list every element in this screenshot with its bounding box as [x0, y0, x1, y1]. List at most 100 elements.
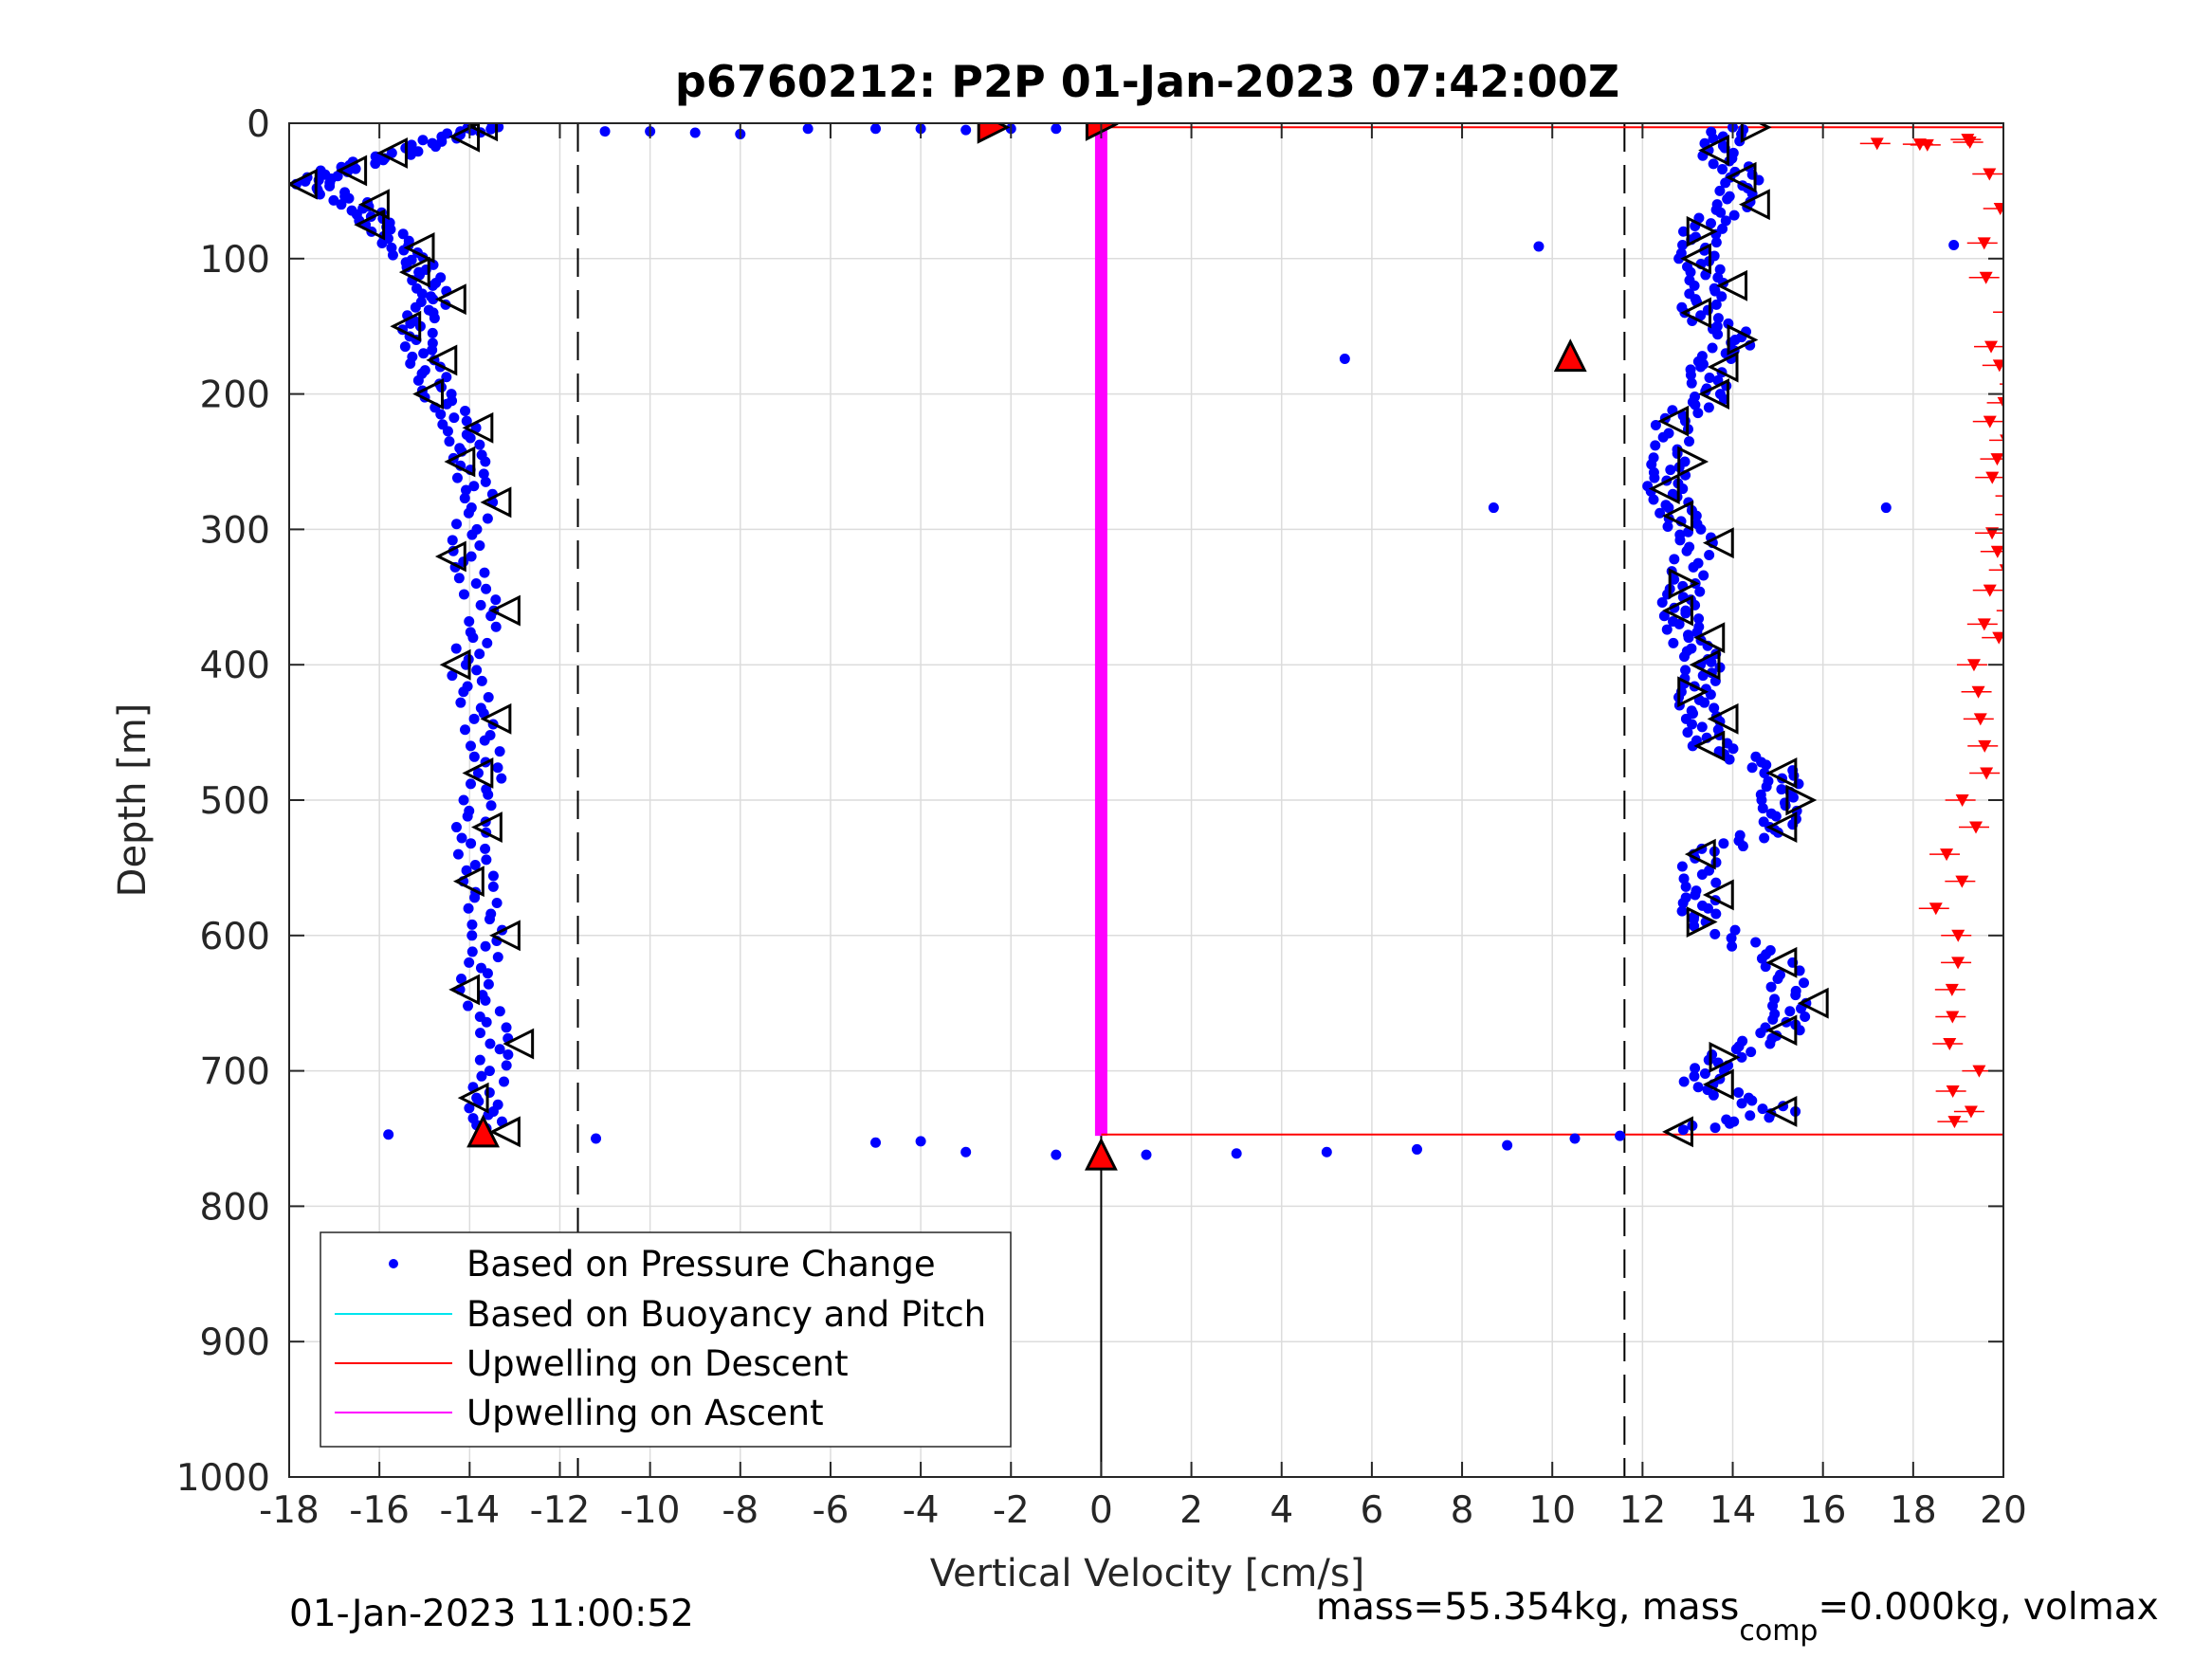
pressure-dot-ascent [1746, 1095, 1758, 1106]
pressure-dot-ascent [1767, 1000, 1779, 1012]
pressure-dot [960, 124, 972, 136]
x-axis-ticks: -18 -16 -14 -12 -10 -8 -6 -4 -2 0 2 4 6 8 10 12 14 16 18 20 [259, 123, 2027, 1532]
pressure-dot-descent [480, 456, 491, 467]
pressure-dot-ascent [1654, 507, 1666, 519]
pressure-dot-descent [487, 881, 499, 892]
pressure-dot-descent [376, 238, 388, 249]
pressure-dot-descent [466, 930, 478, 941]
pressure-dot-ascent [1780, 800, 1791, 811]
buoyancy-marker [1677, 446, 1709, 478]
upwelling-descent-marker [1983, 168, 1997, 181]
buoyancy-marker [462, 757, 494, 789]
pressure-dot-descent [458, 589, 469, 600]
upwelling-descent-marker [1943, 1038, 1957, 1051]
pressure-dot-descent [484, 1038, 496, 1049]
upwelling-descent-marker [1993, 202, 2003, 215]
upwelling-descent-marker [1984, 340, 1999, 354]
pressure-dot-ascent [1698, 570, 1709, 581]
upwelling-descent-marker [2005, 509, 2019, 521]
pressure-dot-ascent [1717, 164, 1728, 175]
pressure-dot-ascent [1715, 207, 1727, 218]
pressure-dot-ascent [1706, 218, 1717, 229]
pressure-dot-ascent [1673, 253, 1685, 264]
pressure-dot [1488, 502, 1499, 514]
pressure-dot-ascent [1756, 953, 1767, 964]
legend-label-buoyancy: Based on Buoyancy and Pitch [466, 1294, 986, 1335]
upwelling-descent-marker [1979, 271, 1993, 284]
buoyancy-marker [390, 310, 422, 342]
pressure-dot-descent [427, 327, 438, 338]
series-layer [290, 123, 2020, 1160]
pressure-dot-ascent [1794, 1025, 1805, 1036]
upwelling-descent-marker [1997, 396, 2003, 409]
pressure-dot-ascent [1718, 838, 1729, 849]
pressure-dot-descent [428, 259, 439, 270]
pressure-dot-ascent [1710, 237, 1722, 248]
pressure-dot-ascent [1709, 928, 1721, 939]
pressure-dot-descent [455, 697, 466, 708]
pressure-dot-ascent [1708, 158, 1719, 170]
buoyancy-marker [1680, 297, 1711, 329]
pressure-dot-descent [480, 940, 491, 952]
buoyancy-marker [1680, 243, 1711, 275]
pressure-dot-descent [461, 484, 472, 496]
pressure-dot-ascent [1668, 637, 1679, 648]
pressure-dot-ascent [1800, 1011, 1811, 1022]
pressure-dot-ascent [1691, 510, 1702, 521]
pressure-dot-ascent [1695, 310, 1707, 321]
pressure-dot-ascent [1761, 781, 1772, 793]
pressure-dot-ascent [1764, 1038, 1776, 1049]
legend-label-pressure: Based on Pressure Change [466, 1244, 936, 1285]
pressure-dot-descent [343, 192, 355, 204]
pressure-dot-ascent [1759, 832, 1770, 844]
pressure-dot-descent [453, 573, 465, 584]
buoyancy-marker [1738, 189, 1770, 221]
pressure-dot-descent [452, 848, 464, 860]
pressure-dot-descent [428, 294, 439, 305]
pressure-dot-ascent [1661, 624, 1673, 635]
pressure-dot [960, 1146, 972, 1158]
pressure-dot-ascent [1759, 767, 1770, 778]
pressure-dot-descent [485, 800, 497, 811]
pressure-dot-ascent [1720, 215, 1731, 227]
pressure-dot-ascent [1727, 940, 1738, 952]
buoyancy-marker [1662, 594, 1693, 627]
pressure-dot-descent [466, 778, 477, 790]
highlight-marker [1553, 338, 1587, 373]
pressure-dot-ascent [1695, 361, 1707, 373]
pressure-dot-ascent [1693, 613, 1705, 625]
pressure-dot-ascent [1685, 370, 1696, 381]
buoyancy-marker [1662, 500, 1693, 532]
buoyancy-marker [452, 866, 484, 898]
buoyancy-marker [1693, 730, 1726, 762]
pressure-dot-ascent [1678, 1076, 1690, 1087]
buoyancy-marker [398, 256, 430, 288]
pressure-dot-ascent [1707, 342, 1718, 354]
upwelling-descent-marker [2007, 605, 2020, 617]
pressure-dot-descent [472, 767, 484, 778]
pressure-dot-ascent [1696, 869, 1708, 881]
pressure-dot [689, 127, 701, 138]
pressure-dot-ascent [1784, 1006, 1796, 1017]
pressure-dot-descent [466, 946, 478, 957]
pressure-dot-ascent [1722, 193, 1733, 205]
buoyancy-marker [462, 411, 494, 444]
x-tick-label: -14 [439, 1489, 500, 1532]
pressure-dot-descent [470, 578, 482, 590]
pressure-dot-descent [487, 870, 499, 882]
pressure-dot-descent [427, 344, 438, 356]
pressure-dot-ascent [1648, 494, 1659, 505]
pressure-dot [591, 1133, 602, 1144]
pressure-dot-descent [399, 341, 411, 353]
buoyancy-marker [1707, 702, 1739, 735]
pressure-dot-ascent [1709, 702, 1720, 714]
pressure-dot-descent [459, 493, 470, 504]
buoyancy-marker [1686, 906, 1718, 938]
buoyancy-marker [1765, 946, 1798, 978]
pressure-dot-descent [481, 1016, 492, 1028]
pressure-dot-ascent [1716, 291, 1728, 302]
pressure-dot-ascent [1787, 792, 1799, 803]
pressure-dot-ascent [1746, 762, 1758, 774]
buoyancy-marker [448, 974, 481, 1006]
pressure-dot-descent [414, 269, 426, 281]
